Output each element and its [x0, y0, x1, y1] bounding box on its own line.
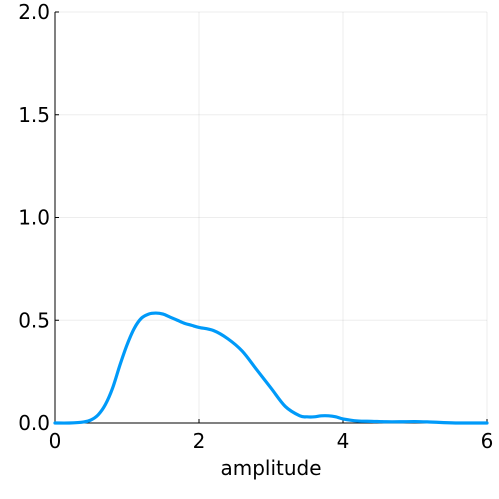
- x-tick-label: 4: [337, 429, 350, 453]
- x-tick-label: 2: [193, 429, 206, 453]
- x-axis-title: amplitude: [220, 456, 321, 480]
- y-tick-label: 1.0: [18, 206, 50, 230]
- y-tick-label: 1.5: [18, 103, 50, 127]
- density-series-line: [53, 311, 489, 425]
- x-tick-label: 0: [49, 429, 62, 453]
- y-tick-label: 0.5: [18, 308, 50, 332]
- y-tick-label: 0.0: [18, 411, 50, 435]
- tick-labels: 0 2 4 6 0.0 0.5 1.0 1.5 2.0: [18, 0, 493, 453]
- series-layer: [53, 311, 489, 425]
- x-tick-label: 6: [481, 429, 494, 453]
- y-tick-label: 2.0: [18, 0, 50, 24]
